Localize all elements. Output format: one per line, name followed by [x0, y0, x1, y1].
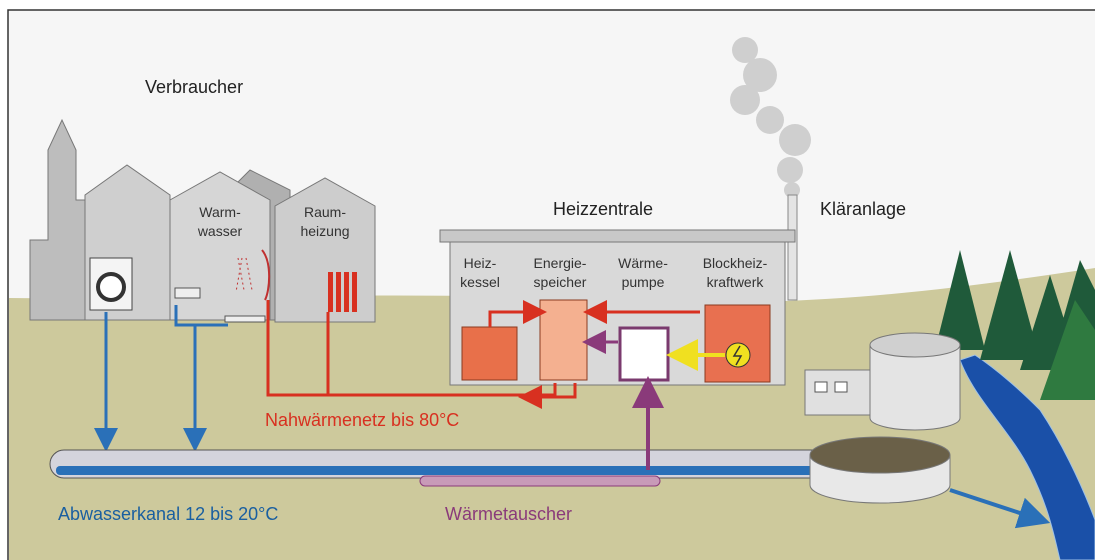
unit-label: kraftwerk: [707, 274, 765, 290]
raumheizung-label: Raum-: [304, 204, 346, 220]
trees: [935, 250, 1095, 400]
warmwasser-label: wasser: [197, 223, 243, 239]
sink: [174, 287, 201, 299]
treatment-title: Kläranlage: [820, 199, 906, 219]
washing-machine: [89, 257, 133, 311]
window: [814, 381, 828, 393]
plant-roof: [439, 229, 796, 243]
exchanger-label: Wärmetauscher: [445, 504, 572, 524]
tank-top: [869, 332, 961, 358]
unit-label: Heiz-: [464, 255, 497, 271]
power-icon: [725, 342, 751, 368]
sewer-water: [56, 466, 819, 475]
storage: [539, 299, 588, 381]
consumer-title: Verbraucher: [145, 77, 243, 97]
outflow-arrow: [949, 488, 1051, 529]
unit-label: Wärme-: [618, 255, 668, 271]
unit-label: speicher: [534, 274, 587, 290]
heat-exchanger: [419, 475, 661, 487]
plant-title: Heizzentrale: [553, 199, 653, 219]
raumheizung-label: heizung: [300, 223, 349, 239]
unit-label: pumpe: [622, 274, 665, 290]
heat-pump: [618, 326, 670, 382]
unit-label: Blockheiz-: [703, 255, 768, 271]
clarifier-top: [809, 436, 951, 474]
waste-lines: [94, 305, 228, 452]
chimney: [787, 194, 798, 301]
unit-label: kessel: [460, 274, 500, 290]
river: [959, 354, 1095, 560]
heat-network: [266, 300, 700, 409]
tank: [869, 344, 961, 431]
shower: [235, 249, 271, 301]
radiator: [328, 272, 357, 312]
warmwasser-label: Warm-: [199, 204, 241, 220]
network-label: Nahwärmenetz bis 80°C: [265, 410, 459, 430]
boiler: [461, 326, 518, 381]
sewer-label: Abwasserkanal 12 bis 20°C: [58, 504, 278, 524]
bolt: [732, 345, 743, 366]
tub: [224, 315, 266, 323]
window: [834, 381, 848, 393]
unit-label: Energie-: [534, 255, 587, 271]
smoke: [730, 37, 811, 198]
